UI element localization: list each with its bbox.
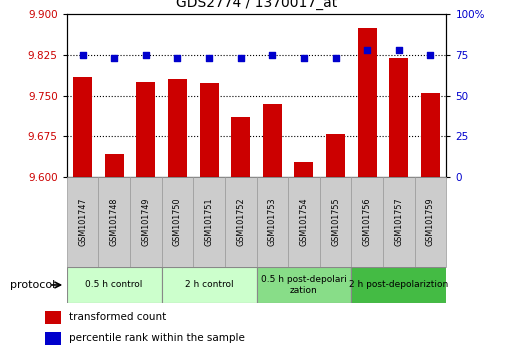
- Bar: [45, 332, 61, 345]
- Bar: [168, 79, 187, 177]
- Bar: [45, 312, 61, 324]
- Point: [331, 55, 340, 61]
- Text: GSM101750: GSM101750: [173, 198, 182, 246]
- Point: [142, 52, 150, 58]
- Text: GSM101748: GSM101748: [110, 198, 119, 246]
- Text: transformed count: transformed count: [69, 312, 167, 322]
- Text: GSM101756: GSM101756: [363, 198, 372, 246]
- Text: GSM101753: GSM101753: [268, 198, 277, 246]
- Text: 0.5 h control: 0.5 h control: [86, 280, 143, 290]
- Bar: [351, 267, 446, 303]
- Text: GSM101757: GSM101757: [394, 198, 403, 246]
- Bar: [320, 177, 351, 267]
- Bar: [288, 177, 320, 267]
- Text: GSM101752: GSM101752: [236, 198, 245, 246]
- Text: GSM101754: GSM101754: [300, 198, 308, 246]
- Bar: [162, 267, 256, 303]
- Point: [78, 52, 87, 58]
- Text: GSM101747: GSM101747: [78, 198, 87, 246]
- Point: [363, 47, 371, 53]
- Bar: [294, 162, 313, 177]
- Point: [268, 52, 277, 58]
- Bar: [263, 104, 282, 177]
- Text: GSM101759: GSM101759: [426, 198, 435, 246]
- Bar: [193, 177, 225, 267]
- Bar: [162, 177, 193, 267]
- Bar: [351, 177, 383, 267]
- Text: GSM101749: GSM101749: [141, 198, 150, 246]
- Bar: [421, 93, 440, 177]
- Text: protocol: protocol: [10, 280, 55, 290]
- Bar: [326, 133, 345, 177]
- Bar: [231, 117, 250, 177]
- Bar: [225, 177, 256, 267]
- Bar: [256, 177, 288, 267]
- Point: [205, 55, 213, 61]
- Bar: [98, 177, 130, 267]
- Text: GSM101755: GSM101755: [331, 198, 340, 246]
- Bar: [256, 267, 351, 303]
- Bar: [389, 58, 408, 177]
- Bar: [200, 83, 219, 177]
- Bar: [73, 76, 92, 177]
- Title: GDS2774 / 1370017_at: GDS2774 / 1370017_at: [176, 0, 337, 10]
- Bar: [67, 177, 98, 267]
- Bar: [67, 267, 162, 303]
- Bar: [358, 28, 377, 177]
- Text: GSM101751: GSM101751: [205, 198, 213, 246]
- Text: percentile rank within the sample: percentile rank within the sample: [69, 333, 245, 343]
- Point: [394, 47, 403, 53]
- Text: 0.5 h post-depolari
zation: 0.5 h post-depolari zation: [261, 275, 347, 295]
- Bar: [105, 154, 124, 177]
- Point: [300, 55, 308, 61]
- Point: [173, 55, 182, 61]
- Point: [110, 55, 118, 61]
- Bar: [130, 177, 162, 267]
- Text: 2 h post-depolariztion: 2 h post-depolariztion: [349, 280, 448, 290]
- Point: [236, 55, 245, 61]
- Bar: [415, 177, 446, 267]
- Bar: [383, 177, 415, 267]
- Text: 2 h control: 2 h control: [185, 280, 233, 290]
- Bar: [136, 82, 155, 177]
- Point: [426, 52, 435, 58]
